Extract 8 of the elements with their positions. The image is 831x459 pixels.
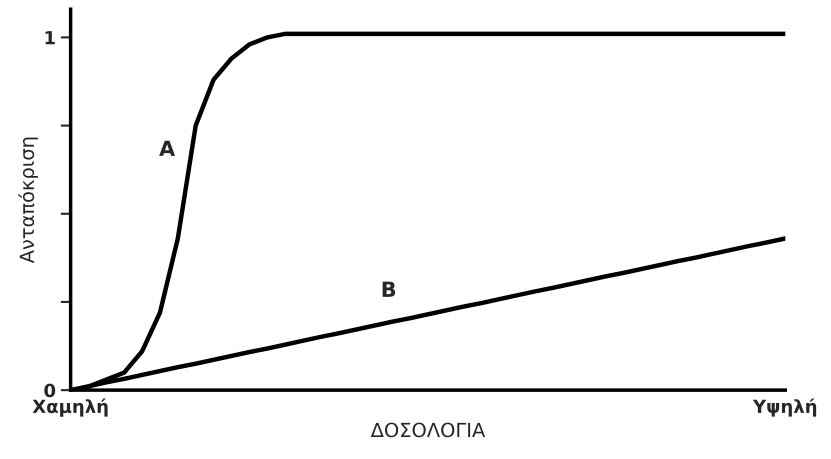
annotation: A — [159, 140, 176, 156]
y-tick-label: 1 — [46, 31, 55, 44]
y-axis-title: Ανταπόκριση — [18, 138, 38, 264]
x-tick-label: Υψηλή — [752, 398, 816, 417]
annotation: B — [382, 282, 396, 297]
x-axis-title: ΔΟΣΟΛΟΓΙΑ — [370, 422, 486, 438]
y-tick-label: 0 — [44, 384, 56, 398]
x-tick-label: Χαμηλή — [32, 398, 108, 417]
